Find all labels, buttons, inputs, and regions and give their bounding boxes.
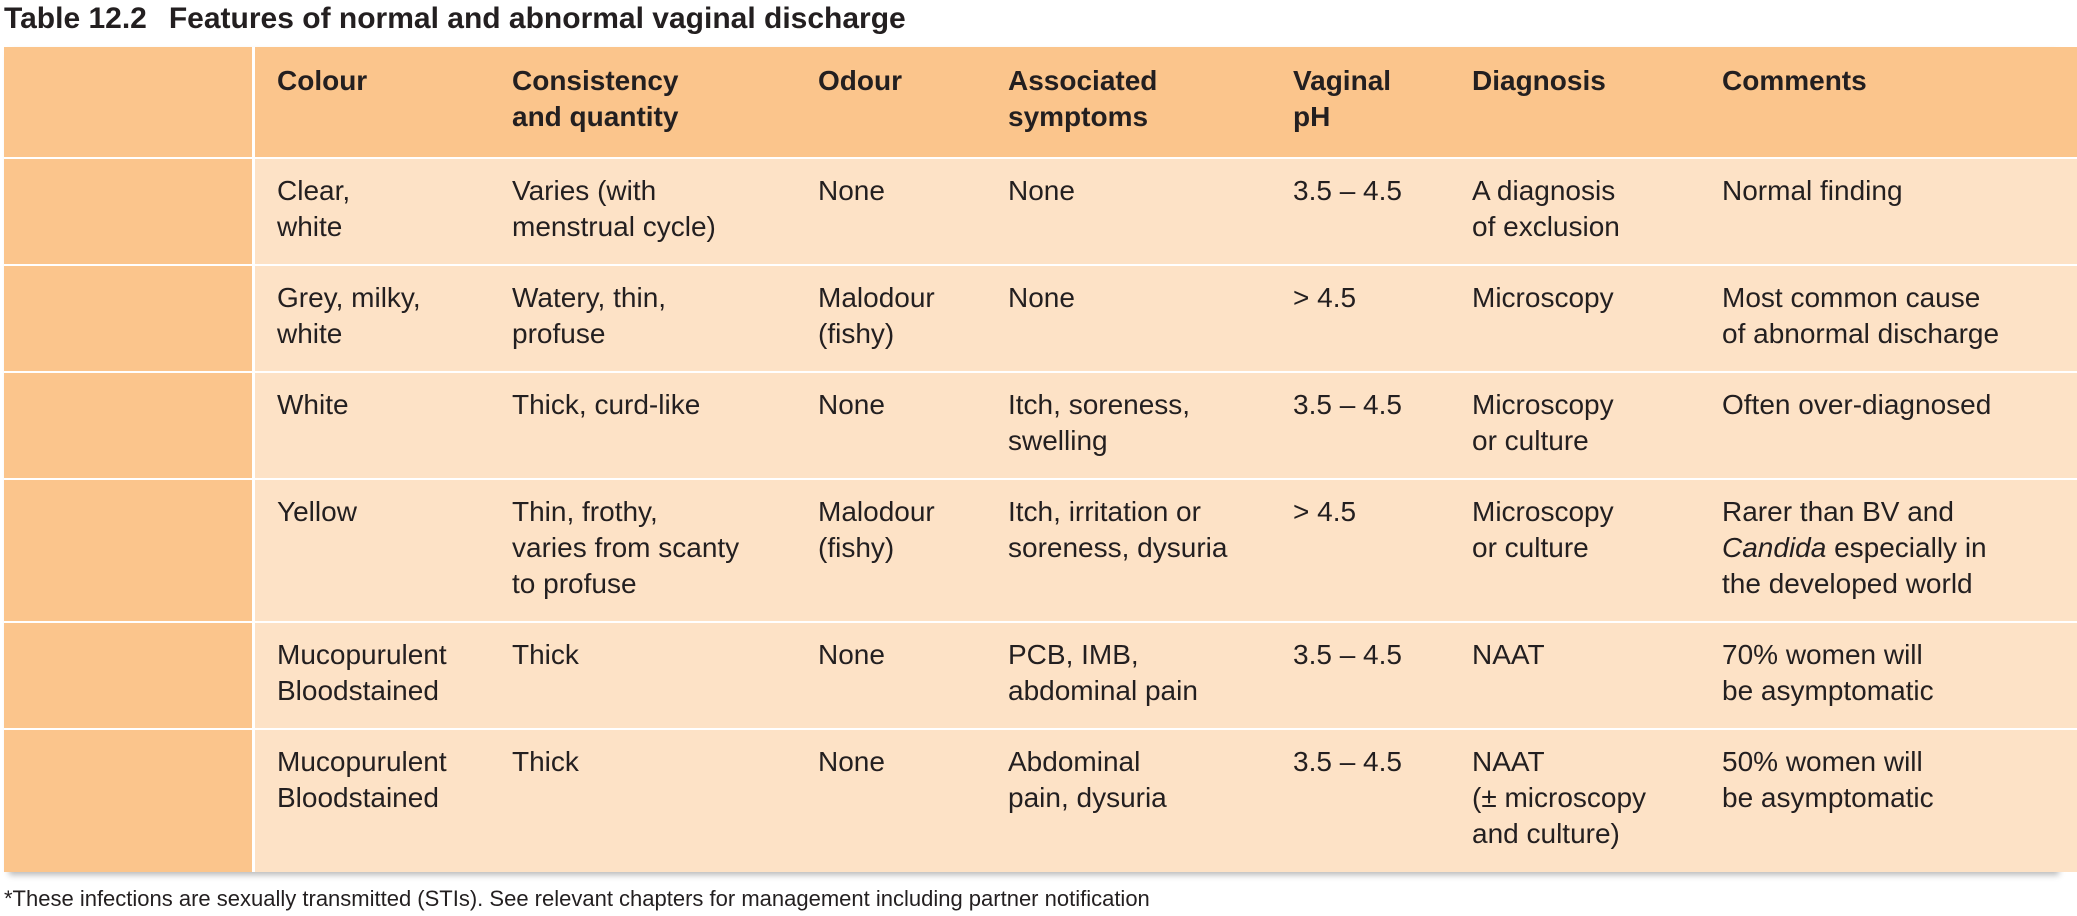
header-blank <box>4 47 255 158</box>
header-ph: Vaginal pH <box>1293 65 1392 132</box>
cell-colour: Grey, milky, white <box>277 282 421 349</box>
table-row: White Thick, curd-like None Itch, sorene… <box>4 372 2077 479</box>
comments-text-pre: Rarer than BV and <box>1722 496 1954 527</box>
comments-text-post: especially in the developed world <box>1722 532 1987 599</box>
cell-comments: Often over-diagnosed <box>1722 389 1992 420</box>
cell-ph: 3.5 – 4.5 <box>1293 175 1402 206</box>
cell-colour: White <box>277 389 349 420</box>
cell-ph: > 4.5 <box>1293 282 1357 313</box>
row-label <box>4 622 255 729</box>
cell-colour: Mucopurulent Bloodstained <box>277 746 447 813</box>
header-colour: Colour <box>277 65 368 96</box>
cell-comments: Normal finding <box>1722 175 1903 206</box>
cell-consistency: Thick <box>512 746 579 777</box>
row-label <box>4 158 255 265</box>
cell-diagnosis: NAAT <box>1472 639 1545 670</box>
header-symptoms: Associated symptoms <box>1008 65 1158 132</box>
table-row: Grey, milky, white Watery, thin, profuse M… <box>4 265 2077 372</box>
table-row: Clear, white Varies (with menstrual cycle)… <box>4 158 2077 265</box>
row-label <box>4 729 255 872</box>
row-label <box>4 479 255 622</box>
cell-odour: None <box>818 746 885 777</box>
header-diagnosis: Diagnosis <box>1472 65 1606 96</box>
table-row: Mucopurulent Bloodstained Thick None PCB,… <box>4 622 2077 729</box>
cell-odour: None <box>818 639 885 670</box>
cell-comments: Rarer than BV and Candida especially in th… <box>1722 479 2077 622</box>
cell-symptoms: None <box>1008 175 1075 206</box>
cell-odour: Malodour (fishy) <box>818 496 935 563</box>
table-number: Table 12.2 <box>4 2 147 35</box>
cell-odour: None <box>818 175 885 206</box>
cell-colour: Mucopurulent Bloodstained <box>277 639 447 706</box>
cell-consistency: Thick, curd-like <box>512 389 701 420</box>
table-row: Mucopurulent Bloodstained Thick None Abdo… <box>4 729 2077 872</box>
cell-comments: Most common cause of abnormal discharge <box>1722 282 2000 349</box>
cell-ph: 3.5 – 4.5 <box>1293 746 1402 777</box>
table-footnote: *These infections are sexually transmitt… <box>4 886 1150 911</box>
comments-italic-organism: Candida <box>1722 532 1827 563</box>
table-title: Table 12.2 Features of normal and abnorma… <box>4 0 906 38</box>
table-container: Colour Consistency and quantity Odour Ass… <box>4 47 2077 872</box>
cell-diagnosis: Microscopy <box>1472 282 1614 313</box>
cell-diagnosis: Microscopy or culture <box>1472 496 1614 563</box>
header-consistency: Consistency and quantity <box>512 65 679 132</box>
cell-consistency: Thick <box>512 639 579 670</box>
header-row: Colour Consistency and quantity Odour Ass… <box>4 47 2077 158</box>
cell-colour: Yellow <box>277 496 357 527</box>
row-label <box>4 265 255 372</box>
cell-symptoms: Abdominal pain, dysuria <box>1008 746 1167 813</box>
cell-ph: 3.5 – 4.5 <box>1293 389 1402 420</box>
cell-ph: > 4.5 <box>1293 496 1357 527</box>
cell-diagnosis: NAAT (± microscopy and culture) <box>1472 746 1647 849</box>
cell-consistency: Watery, thin, profuse <box>512 282 667 349</box>
cell-consistency: Varies (with menstrual cycle) <box>512 175 716 242</box>
cell-odour: Malodour (fishy) <box>818 282 935 349</box>
cell-symptoms: None <box>1008 282 1075 313</box>
cell-symptoms: Itch, soreness, swelling <box>1008 389 1191 456</box>
cell-diagnosis: Microscopy or culture <box>1472 389 1614 456</box>
cell-diagnosis: A diagnosis of exclusion <box>1472 175 1620 242</box>
cell-odour: None <box>818 389 885 420</box>
header-odour: Odour <box>818 65 902 96</box>
cell-colour: Clear, white <box>277 175 351 242</box>
cell-comments: 70% women will be asymptomatic <box>1722 639 1934 706</box>
cell-comments: 50% women will be asymptomatic <box>1722 746 1934 813</box>
row-label <box>4 372 255 479</box>
table-row: Yellow Thin, frothy, varies from scanty to… <box>4 479 2077 622</box>
cell-consistency: Thin, frothy, varies from scanty to profus… <box>512 496 740 599</box>
table-title-text: Features of normal and abnormal vaginal … <box>168 2 906 35</box>
cell-symptoms: PCB, IMB, abdominal pain <box>1008 639 1198 706</box>
discharge-table: Colour Consistency and quantity Odour Ass… <box>4 47 2077 872</box>
cell-ph: 3.5 – 4.5 <box>1293 639 1402 670</box>
header-comments: Comments <box>1722 65 1867 96</box>
cell-symptoms: Itch, irritation or soreness, dysuria <box>1008 496 1228 563</box>
